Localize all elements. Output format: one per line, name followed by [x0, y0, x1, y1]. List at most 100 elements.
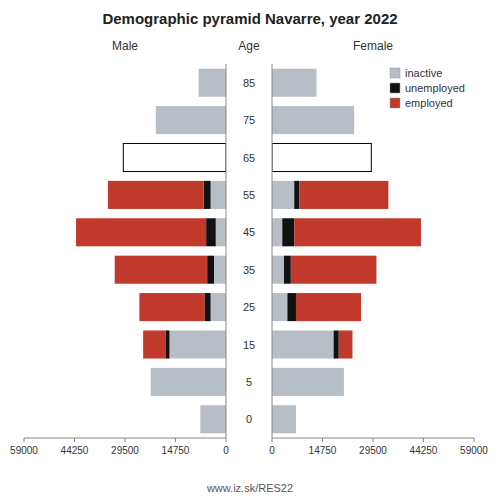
- bar-segment: [291, 256, 377, 284]
- bar-segment: [150, 368, 151, 396]
- x-tick-label: 0: [269, 445, 275, 456]
- bar-segment: [143, 330, 165, 358]
- bar-segment: [272, 368, 344, 396]
- bar-segment: [316, 69, 317, 97]
- bar-segment: [170, 330, 226, 358]
- x-tick: [474, 438, 475, 442]
- x-tick: [74, 438, 75, 442]
- x-tick-label: 44250: [61, 445, 89, 456]
- x-tick-label: 44250: [410, 445, 438, 456]
- bar-segment: [200, 405, 201, 433]
- bar-segment: [295, 405, 296, 433]
- category-label: 25: [243, 301, 255, 313]
- bar-segment: [115, 256, 207, 284]
- bar-segment: [371, 143, 372, 171]
- bar-segment: [165, 330, 169, 358]
- category-label: 0: [246, 413, 252, 425]
- bar-segment: [108, 181, 204, 209]
- bar-segment: [272, 293, 287, 321]
- bar-segment: [272, 256, 284, 284]
- x-tick: [272, 438, 273, 442]
- bar-segment: [207, 256, 214, 284]
- bar-segment: [151, 368, 226, 396]
- bar-segment: [216, 218, 226, 246]
- bar-segment: [371, 143, 372, 171]
- x-tick-label: 29500: [111, 445, 139, 456]
- category-label: 5: [246, 376, 252, 388]
- bar-segment: [272, 143, 371, 171]
- bar-segment: [354, 106, 355, 134]
- bar-segment: [282, 218, 294, 246]
- bar-segment: [155, 106, 156, 134]
- bar-segment: [339, 330, 353, 358]
- bar-segment: [206, 218, 216, 246]
- x-tick-label: 14750: [162, 445, 190, 456]
- bar-segment: [211, 293, 226, 321]
- x-tick-label: 29500: [359, 445, 387, 456]
- chart-root: Demographic pyramid Navarre, year 2022 Ma…: [0, 0, 500, 500]
- x-tick-label: 59000: [460, 445, 488, 456]
- category-label: 35: [243, 264, 255, 276]
- bar-segment: [295, 405, 296, 433]
- x-tick: [175, 438, 176, 442]
- bar-segment: [199, 69, 226, 97]
- x-tick: [24, 438, 25, 442]
- category-label: 65: [243, 152, 255, 164]
- bar-segment: [156, 106, 226, 134]
- bar-segment: [204, 293, 210, 321]
- legend-swatch: [390, 98, 400, 108]
- legend-label: inactive: [405, 67, 442, 79]
- bar-segment: [272, 330, 334, 358]
- bar-segment: [343, 368, 344, 396]
- bar-segment: [343, 368, 344, 396]
- panel-header: Male: [112, 39, 138, 53]
- x-tick: [423, 438, 424, 442]
- bar-segment: [200, 405, 201, 433]
- x-tick: [125, 438, 126, 442]
- footer: www.iz.sk/RES22: [206, 482, 293, 494]
- bar-segment: [150, 368, 151, 396]
- bar-segment: [123, 143, 124, 171]
- bar-segment: [76, 218, 206, 246]
- panel-header: Female: [353, 39, 393, 53]
- bar-segment: [155, 106, 156, 134]
- bars: [272, 69, 421, 434]
- bar-segment: [294, 181, 299, 209]
- background: [0, 0, 500, 500]
- bar-segment: [198, 69, 199, 97]
- x-tick: [226, 438, 227, 442]
- category-label: 85: [243, 77, 255, 89]
- bar-segment: [272, 181, 294, 209]
- legend: inactive unemployed employed: [390, 67, 465, 109]
- bar-segment: [299, 181, 388, 209]
- legend-label: unemployed: [405, 82, 465, 94]
- bar-segment: [284, 256, 291, 284]
- bars: [76, 69, 226, 434]
- category-label: 75: [243, 114, 255, 126]
- bar-segment: [294, 218, 421, 246]
- title: Demographic pyramid Navarre, year 2022: [102, 10, 397, 27]
- bar-segment: [272, 405, 296, 433]
- category-label: 15: [243, 339, 255, 351]
- x-tick: [322, 438, 323, 442]
- bar-segment: [296, 293, 361, 321]
- bar-segment: [287, 293, 296, 321]
- x-tick-label: 14750: [309, 445, 337, 456]
- baseline: [272, 64, 273, 438]
- bar-segment: [204, 181, 211, 209]
- bar-segment: [354, 106, 355, 134]
- bar-segment: [123, 143, 124, 171]
- legend-swatch: [390, 68, 400, 78]
- bar-segment: [198, 69, 199, 97]
- x-tick-label: 0: [223, 445, 229, 456]
- axis-label: Age: [238, 39, 260, 53]
- legend-label: employed: [405, 97, 453, 109]
- category-label: 45: [243, 226, 255, 238]
- bar-segment: [214, 256, 226, 284]
- x-tick-label: 59000: [10, 445, 38, 456]
- bar-segment: [272, 106, 354, 134]
- bar-segment: [211, 181, 226, 209]
- bar-segment: [139, 293, 204, 321]
- bar-segment: [272, 69, 317, 97]
- legend-swatch: [390, 83, 400, 93]
